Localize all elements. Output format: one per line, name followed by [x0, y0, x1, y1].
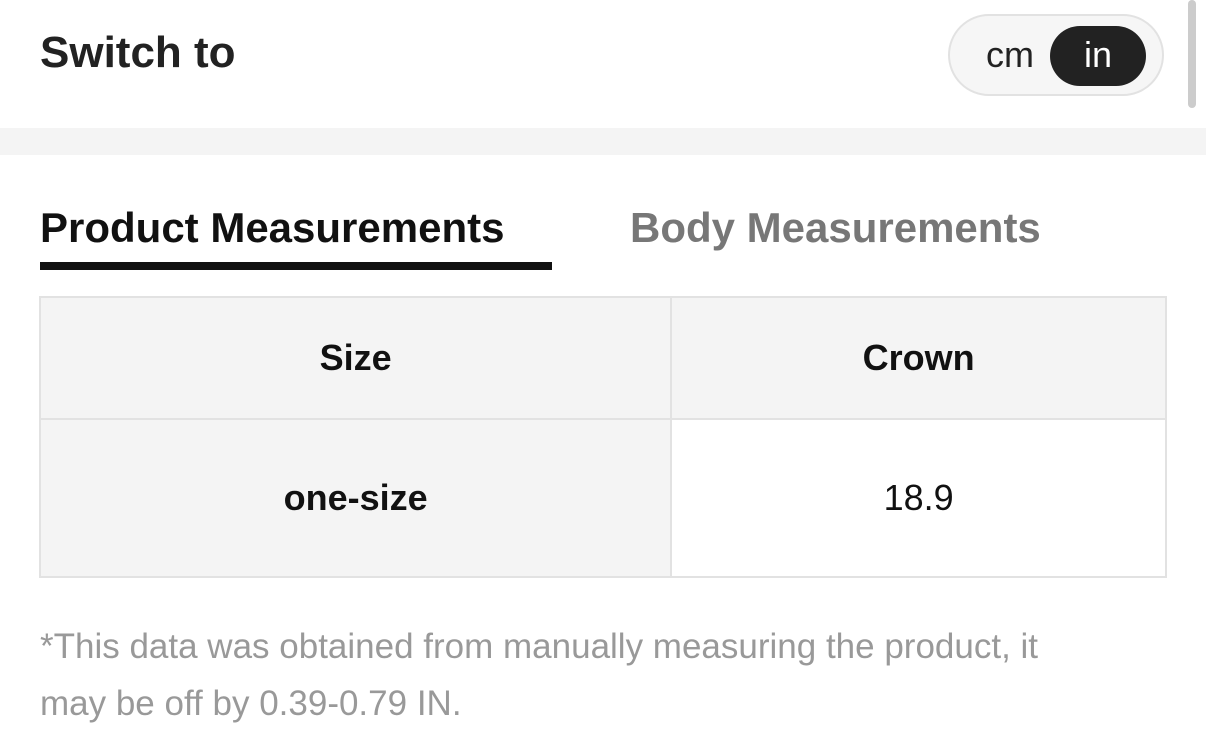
cell-crown: 18.9 [670, 418, 1167, 578]
switch-to-label: Switch to [40, 28, 236, 77]
tab-body-measurements[interactable]: Body Measurements [630, 204, 1041, 251]
divider [0, 128, 1206, 155]
cell-size: one-size [38, 418, 673, 578]
disclaimer-note: *This data was obtained from manually me… [40, 627, 1039, 723]
header-size: Size [38, 296, 673, 420]
active-tab-indicator [40, 262, 552, 270]
table-header-row: Size Crown [38, 296, 1167, 420]
measurement-table: Size Crown one-size 18.9 [38, 296, 1167, 578]
unit-cm-option[interactable]: cm [986, 34, 1034, 75]
tab-product-measurements[interactable]: Product Measurements [40, 204, 505, 251]
header-crown: Crown [670, 296, 1167, 420]
scrollbar[interactable] [1188, 0, 1196, 108]
header: Switch to cm in [0, 0, 1206, 128]
table-row: one-size 18.9 [38, 418, 1167, 578]
unit-toggle[interactable]: cm in [948, 14, 1164, 96]
unit-in-option[interactable]: in [1050, 26, 1146, 86]
